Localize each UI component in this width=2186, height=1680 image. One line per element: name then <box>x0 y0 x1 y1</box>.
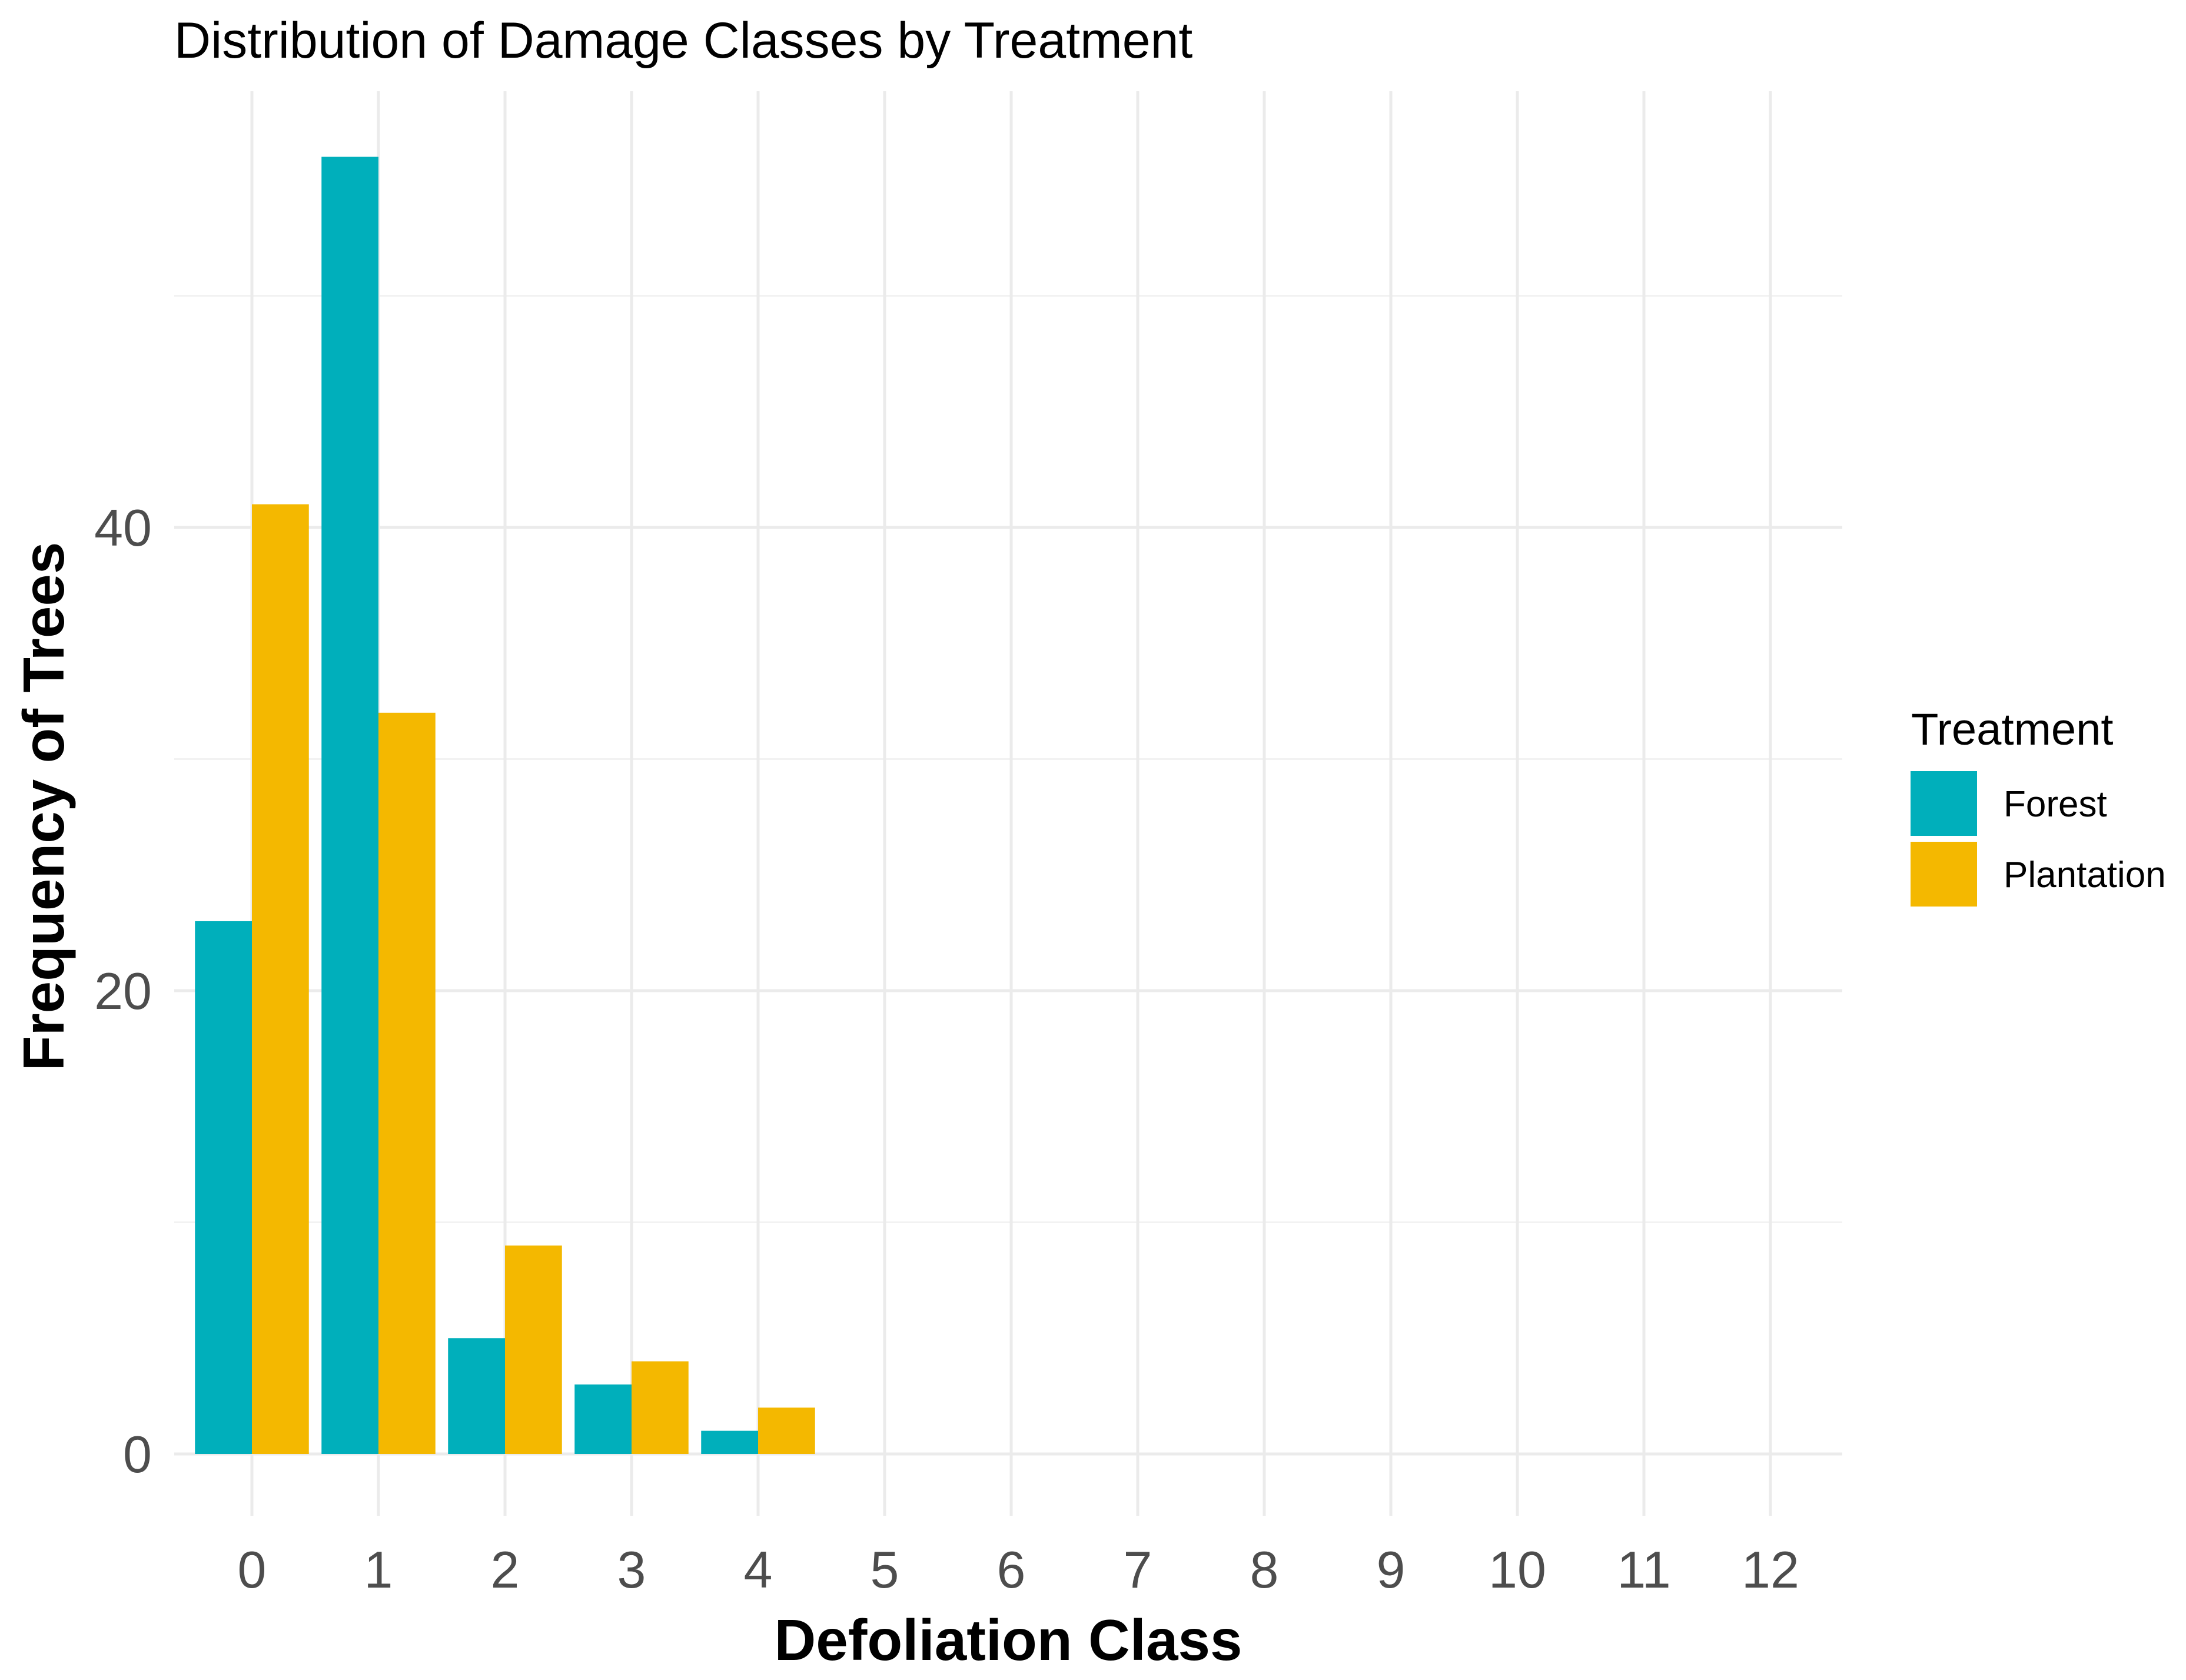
legend-label-forest: Forest <box>2004 784 2107 825</box>
x-tick-label: 12 <box>1742 1540 1799 1599</box>
x-tick-label: 3 <box>617 1540 646 1599</box>
y-tick-label: 40 <box>94 499 152 557</box>
grid <box>174 91 1842 1516</box>
bar-plantation-3 <box>632 1361 689 1454</box>
x-tick-label: 6 <box>997 1540 1026 1599</box>
bar-forest-0 <box>195 921 252 1454</box>
bar-forest-4 <box>701 1430 758 1454</box>
bar-plantation-2 <box>505 1245 562 1454</box>
legend-key-plantation <box>1911 842 1977 907</box>
bar-plantation-1 <box>378 712 436 1454</box>
legend-key-forest <box>1911 771 1977 836</box>
x-tick-label: 8 <box>1250 1540 1279 1599</box>
legend-label-plantation: Plantation <box>2004 855 2166 895</box>
bars <box>195 157 815 1455</box>
x-tick-label: 4 <box>744 1540 773 1599</box>
x-tick-label: 11 <box>1617 1540 1670 1599</box>
x-tick-label: 0 <box>238 1540 267 1599</box>
y-axis-title: Frequency of Trees <box>11 542 76 1071</box>
bar-plantation-0 <box>252 504 309 1454</box>
bar-forest-2 <box>448 1338 505 1454</box>
legend: Treatment Forest Plantation <box>1911 705 2166 907</box>
x-tick-label: 2 <box>491 1540 520 1599</box>
x-tick-label: 7 <box>1124 1540 1152 1599</box>
x-tick-label: 5 <box>871 1540 899 1599</box>
x-tick-label: 1 <box>364 1540 393 1599</box>
bar-forest-1 <box>321 157 378 1455</box>
bar-forest-3 <box>574 1384 632 1454</box>
x-tick-labels: 0 1 2 3 4 5 6 7 8 9 10 11 12 <box>238 1540 1799 1599</box>
x-tick-label: 9 <box>1377 1540 1406 1599</box>
y-tick-label: 0 <box>123 1425 152 1483</box>
x-axis-title: Defoliation Class <box>774 1608 1242 1672</box>
legend-title: Treatment <box>1911 705 2114 755</box>
bar-plantation-4 <box>758 1407 815 1454</box>
x-tick-label: 10 <box>1489 1540 1546 1599</box>
y-tick-labels: 0 20 40 <box>94 499 152 1483</box>
chart-title: Distribution of Damage Classes by Treatm… <box>174 12 1192 69</box>
y-tick-label: 20 <box>94 962 152 1020</box>
